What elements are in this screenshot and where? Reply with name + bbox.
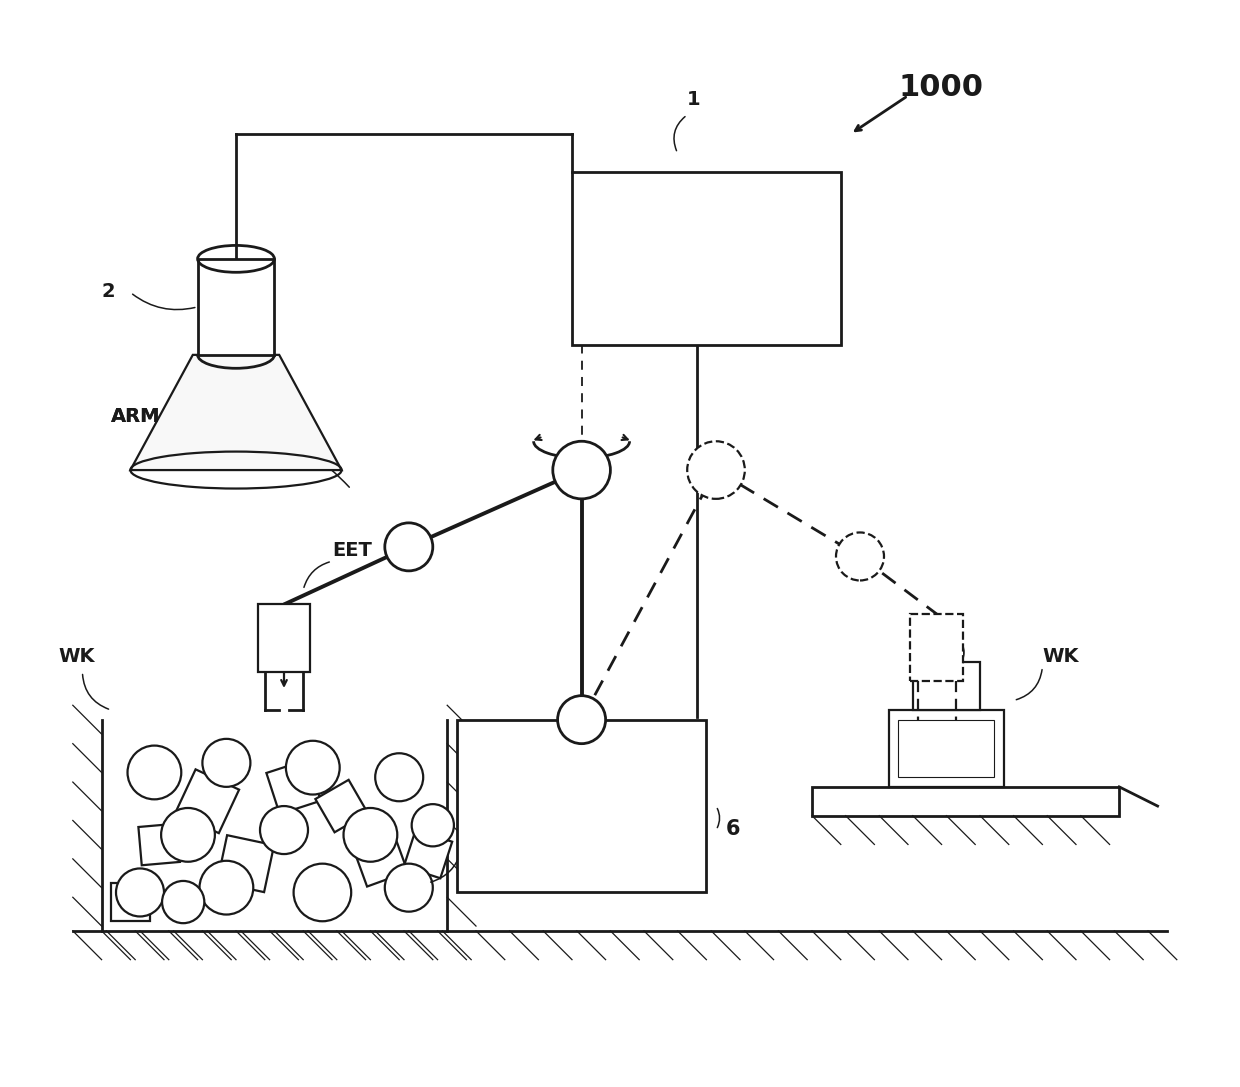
Circle shape bbox=[286, 740, 340, 795]
Circle shape bbox=[558, 696, 605, 744]
Circle shape bbox=[161, 808, 215, 862]
Bar bbox=[889, 710, 1004, 787]
Bar bbox=[456, 720, 707, 892]
Bar bbox=[572, 173, 841, 346]
Circle shape bbox=[294, 864, 351, 922]
Circle shape bbox=[687, 441, 745, 499]
Text: PROCESSING: PROCESSING bbox=[646, 250, 766, 267]
Text: WK: WK bbox=[1043, 647, 1079, 666]
Bar bbox=[910, 614, 962, 682]
Bar bbox=[352, 832, 408, 887]
Text: WK: WK bbox=[58, 647, 95, 666]
Circle shape bbox=[376, 753, 423, 801]
Bar bbox=[812, 787, 1120, 815]
Bar bbox=[139, 824, 180, 865]
Circle shape bbox=[412, 804, 454, 847]
Text: ARM: ARM bbox=[112, 407, 161, 426]
Text: BX: BX bbox=[466, 839, 496, 858]
Text: IMAGE: IMAGE bbox=[676, 202, 737, 220]
Polygon shape bbox=[130, 354, 341, 470]
Circle shape bbox=[117, 869, 164, 916]
Bar bbox=[267, 760, 321, 814]
Text: ARM: ARM bbox=[112, 407, 161, 426]
Bar bbox=[913, 662, 980, 710]
Circle shape bbox=[162, 880, 205, 923]
Bar bbox=[197, 259, 274, 354]
Text: 1000: 1000 bbox=[899, 73, 983, 102]
Circle shape bbox=[128, 746, 181, 799]
Circle shape bbox=[384, 523, 433, 571]
Bar bbox=[404, 829, 453, 878]
Circle shape bbox=[260, 807, 308, 854]
Circle shape bbox=[836, 533, 884, 580]
Circle shape bbox=[200, 861, 253, 914]
Bar bbox=[315, 779, 368, 833]
Text: 6: 6 bbox=[725, 819, 740, 839]
Bar bbox=[258, 604, 310, 672]
Circle shape bbox=[553, 441, 610, 499]
Text: EET: EET bbox=[332, 541, 372, 561]
Circle shape bbox=[343, 808, 397, 862]
Circle shape bbox=[384, 864, 433, 912]
Bar bbox=[112, 883, 150, 922]
Bar bbox=[899, 720, 994, 777]
Text: 2: 2 bbox=[102, 283, 115, 301]
Bar bbox=[175, 770, 239, 833]
Text: UNIT: UNIT bbox=[684, 298, 729, 316]
Text: CONTROLLER: CONTROLLER bbox=[525, 823, 639, 838]
Text: 1: 1 bbox=[687, 90, 701, 110]
Circle shape bbox=[929, 635, 963, 670]
Text: ROBOT: ROBOT bbox=[552, 775, 611, 789]
Bar bbox=[217, 835, 274, 892]
Circle shape bbox=[202, 739, 250, 787]
